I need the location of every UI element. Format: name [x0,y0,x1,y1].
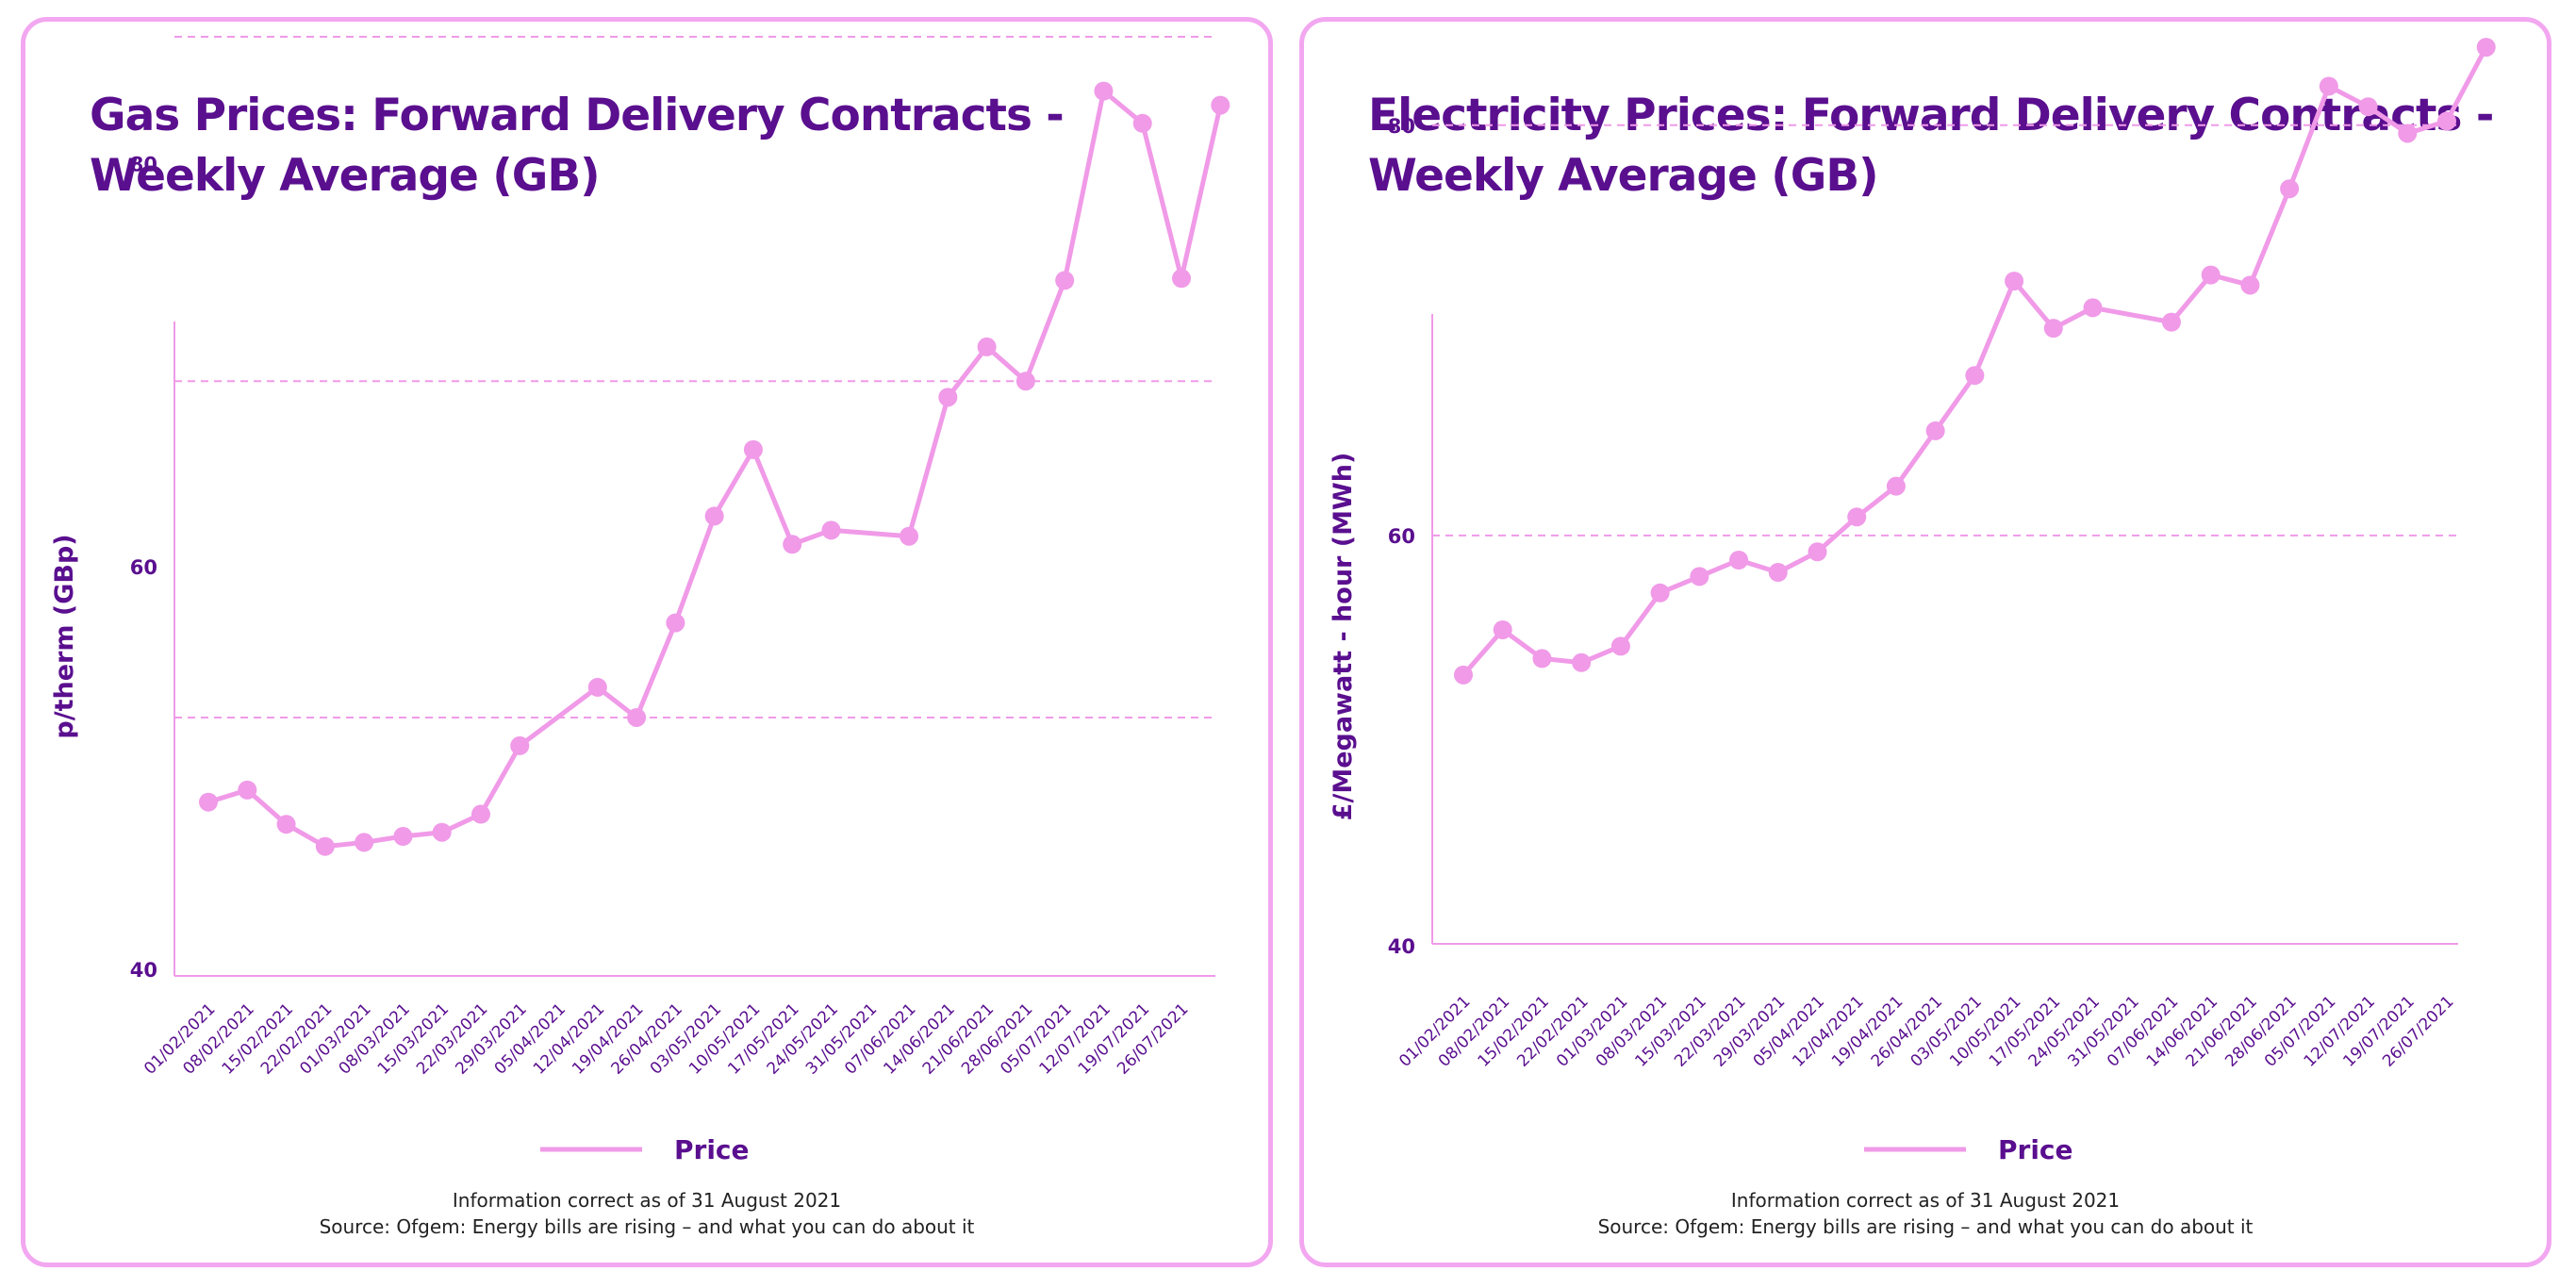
data-point [587,677,607,697]
data-point [2476,38,2496,58]
data-point [821,520,841,540]
data-point [1532,649,1552,669]
data-point [1094,81,1114,101]
y-tick-label: 60 [1388,525,1415,548]
chart-title: Gas Prices: Forward Delivery Contracts -… [90,90,1065,202]
data-point [510,735,530,755]
data-point [1211,95,1230,115]
source-note: Source: Ofgem: Energy bills are rising –… [1597,1215,2254,1238]
data-point [1690,567,1709,586]
y-tick-label: 80 [130,154,157,176]
data-point [2240,275,2260,295]
data-point [900,526,919,546]
data-point [1454,665,1473,685]
data-point [1172,269,1191,289]
data-point [2358,97,2378,117]
data-point [783,535,802,554]
data-point [1925,421,1945,440]
data-point [1768,563,1788,583]
data-point [393,827,413,847]
data-point [2083,298,2103,318]
chart-title: Electricity Prices: Forward Delivery Con… [1368,90,2494,202]
data-point [938,388,958,407]
data-point [1650,583,1670,603]
y-tick-label: 40 [1388,935,1415,958]
data-point [432,822,452,842]
data-point [1055,271,1075,290]
data-point [1493,619,1512,639]
data-point [2280,179,2300,199]
data-point [666,613,685,633]
y-axis-title: p/therm (GBp) [50,534,79,738]
legend-label-price: Price [674,1134,750,1165]
data-point [1016,372,1035,391]
y-axis-title: £/Megawatt - hour (MWh) [1329,453,1358,821]
data-point [743,439,763,459]
data-point [2201,265,2221,285]
data-point [1610,636,1630,656]
info-date-note: Information correct as of 31 August 2021 [452,1189,842,1212]
data-point [238,780,257,800]
y-tick-label: 60 [130,556,157,579]
data-point [2161,312,2181,332]
y-tick-label: 40 [130,959,157,982]
series-line-price [207,89,1223,850]
data-point [315,836,335,856]
data-point [2437,111,2456,131]
data-point [1965,366,1985,386]
data-point [2319,76,2338,96]
data-point [1847,507,1867,527]
data-point [1808,542,1827,562]
data-point [199,792,218,812]
data-point [627,707,647,727]
data-point [2005,272,2024,291]
data-point [1572,652,1592,672]
data-point [355,833,374,852]
data-point [1886,476,1906,496]
data-point [1132,113,1152,133]
source-note: Source: Ofgem: Energy bills are rising –… [319,1215,975,1238]
data-point [977,337,997,356]
data-point [704,506,724,526]
info-date-note: Information correct as of 31 August 2021 [1730,1189,2121,1212]
data-point [2043,319,2063,339]
y-tick-label: 80 [1388,115,1415,138]
electricity-chart-card: Electricity Prices: Forward Delivery Con… [1299,17,2551,1267]
data-point [1729,550,1749,570]
series-line-price [1461,45,2488,677]
gas-chart-card: Gas Prices: Forward Delivery Contracts -… [21,17,1273,1267]
data-point [276,815,296,834]
data-point [2398,124,2418,143]
legend-label-price: Price [1998,1134,2073,1165]
data-point [471,804,490,824]
